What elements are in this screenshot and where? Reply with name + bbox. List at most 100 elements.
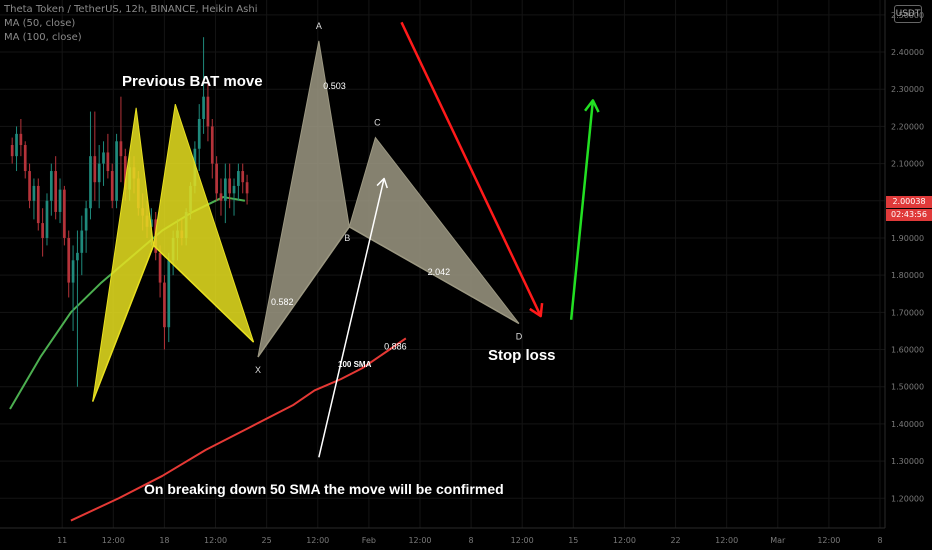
candle-body — [223, 178, 227, 201]
candle-body — [67, 237, 71, 283]
ma50-indicator-label[interactable]: MA (50, close) — [4, 18, 76, 29]
x-tick-label: 12:00 — [511, 536, 534, 545]
y-tick-label: 1.20000 — [891, 494, 924, 503]
bullish-arrow-shaft — [569, 100, 595, 320]
pattern-layer — [91, 40, 520, 402]
arrow-layer — [318, 21, 600, 458]
y-tick-label: 1.50000 — [891, 383, 924, 392]
candle-body — [123, 156, 127, 190]
ma100-indicator-label[interactable]: MA (100, close) — [4, 32, 82, 43]
previous-bat-xb-leg — [91, 245, 155, 402]
currency-badge[interactable]: USDT — [894, 5, 922, 23]
y-axis: 2.50000 2.40000 2.30000 2.20000 2.10000 2.000… — [884, 0, 932, 550]
ratio-bd: 2.042 — [428, 267, 451, 277]
candle-body — [15, 133, 18, 157]
x-tick-label: 12:00 — [715, 536, 738, 545]
x-tick-label: 22 — [670, 536, 680, 545]
candle-body — [167, 260, 171, 328]
candle-body — [245, 182, 249, 194]
previous-bat-xab-triangle — [92, 107, 155, 402]
candle-body — [54, 171, 58, 212]
candle-body — [197, 118, 201, 149]
candle-body — [89, 156, 92, 209]
countdown-tag: 02:43:56 — [886, 209, 932, 221]
confirmation-arrow-shaft — [318, 178, 385, 458]
candle-body — [49, 171, 53, 201]
candle-body — [93, 156, 97, 183]
y-tick-label: 2.30000 — [891, 85, 924, 94]
x-axis: 11 12:00 18 12:00 25 12:00 Feb 12:00 8 12:00 15 12:… — [0, 527, 885, 545]
candle-body — [202, 96, 205, 119]
price-tag: 2.00038 — [886, 196, 932, 208]
x-tick-label: 18 — [159, 536, 169, 545]
pattern-point-x: X — [255, 365, 261, 375]
x-tick-label: 8 — [877, 536, 882, 545]
ratio-xd: 0.886 — [384, 342, 407, 352]
ratio-ab: 0.503 — [323, 81, 346, 91]
x-tick-label: 12:00 — [613, 536, 636, 545]
candle-body — [36, 185, 40, 224]
y-tick-label: 1.30000 — [891, 457, 924, 466]
candle-body — [84, 208, 88, 231]
current-bat-xb-leg — [257, 226, 350, 358]
candle-body — [19, 133, 23, 146]
y-tick-label: 2.50000 — [891, 11, 924, 20]
current-bat-bcd-triangle — [348, 136, 520, 324]
candle-body — [215, 163, 218, 194]
candle-body — [58, 189, 62, 212]
candle-body — [115, 141, 118, 201]
label-layer: X A B C D 0.503 0.582 2.042 0.886 — [255, 21, 523, 375]
candle-body — [106, 152, 110, 172]
pattern-point-b: B — [344, 233, 350, 243]
y-tick-label: 1.40000 — [891, 420, 924, 429]
candle-body — [158, 252, 162, 283]
pattern-point-c: C — [374, 118, 381, 128]
candle-body — [63, 189, 66, 238]
candle-body — [71, 260, 75, 283]
candle-body — [241, 171, 245, 183]
candle-body — [237, 171, 240, 186]
candle-body — [41, 223, 44, 238]
x-tick-label: 11 — [57, 536, 67, 545]
candle-body — [28, 171, 31, 201]
candle-body — [10, 145, 14, 157]
x-tick-label: 25 — [262, 536, 272, 545]
candle-body — [32, 185, 36, 201]
candle-body — [110, 171, 114, 201]
candle-body — [119, 141, 123, 157]
candle-body — [150, 219, 153, 227]
candle-body — [23, 145, 27, 172]
candle-body — [228, 178, 232, 194]
pattern-point-a: A — [316, 21, 322, 31]
x-tick-label: 12:00 — [817, 536, 840, 545]
stop-loss-annotation: Stop loss — [488, 347, 556, 364]
previous-bat-bd-leg — [153, 244, 255, 343]
current-bat-bd-leg — [348, 226, 520, 325]
bearish-arrow-head — [529, 302, 544, 318]
y-tick-label: 1.90000 — [891, 234, 924, 243]
sma-annotation: 100 SMA — [338, 360, 372, 369]
candle-body — [102, 152, 105, 164]
confirmation-annotation: On breaking down 50 SMA the move will be… — [144, 481, 504, 497]
candle-body — [206, 96, 210, 127]
x-tick-label: 8 — [469, 536, 474, 545]
y-tick-label: 2.40000 — [891, 48, 924, 57]
y-tick-label: 1.70000 — [891, 308, 924, 317]
ratio-xb: 0.582 — [271, 297, 294, 307]
y-tick-label: 2.10000 — [891, 160, 924, 169]
previous-bat-annotation: Previous BAT move — [122, 73, 263, 90]
y-tick-label: 2.20000 — [891, 122, 924, 131]
candle-body — [232, 185, 236, 194]
x-tick-label: 12:00 — [306, 536, 329, 545]
candle-body — [76, 252, 79, 261]
x-tick-label: Mar — [770, 536, 786, 545]
ma100-layer — [70, 337, 407, 522]
bullish-arrow-head — [584, 99, 600, 113]
x-tick-label: Feb — [362, 536, 376, 545]
candle-body — [45, 200, 49, 238]
candle-body — [163, 282, 166, 328]
x-tick-label: 12:00 — [204, 536, 227, 545]
candle-body — [219, 193, 223, 201]
y-tick-label: 1.80000 — [891, 271, 924, 280]
